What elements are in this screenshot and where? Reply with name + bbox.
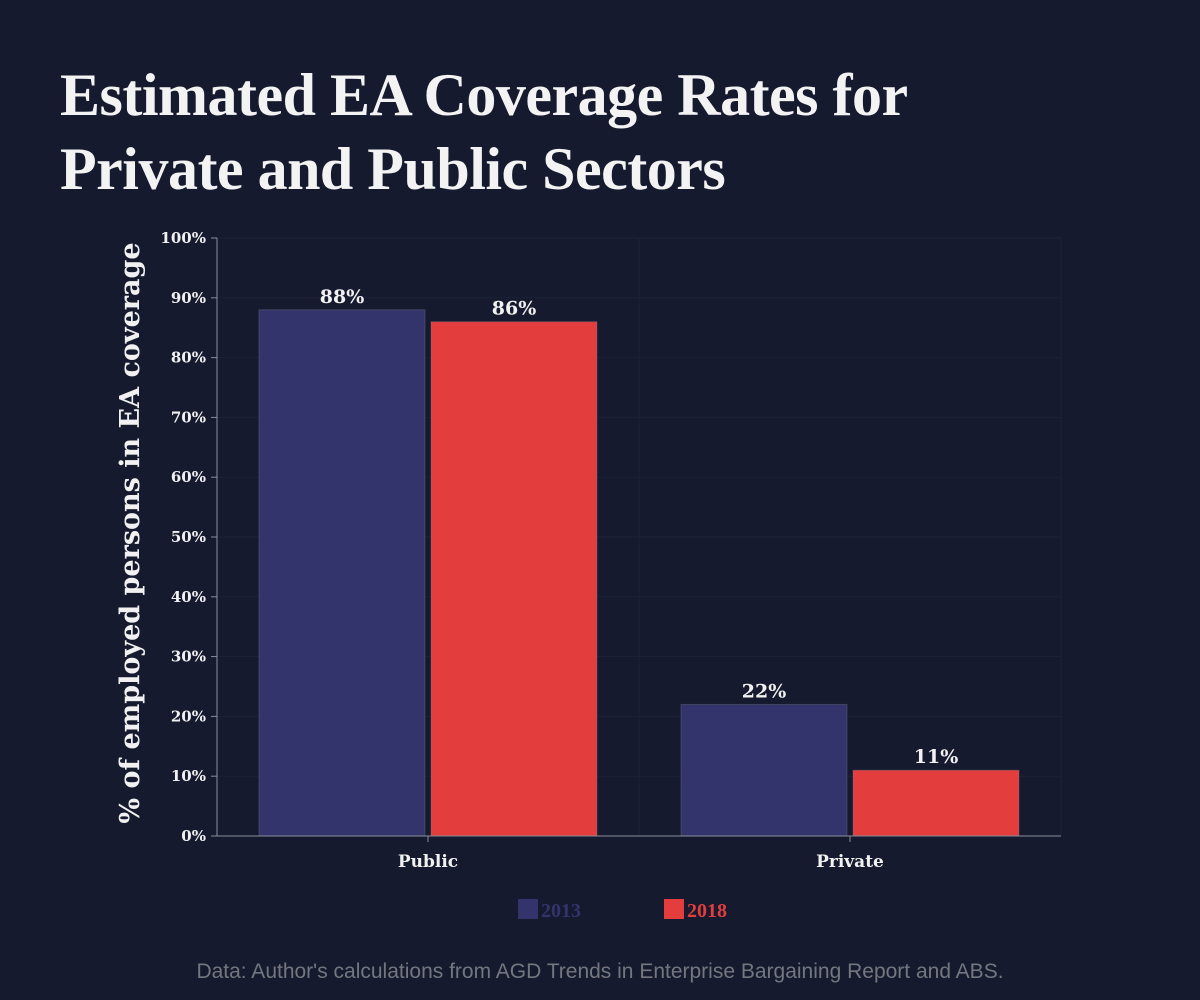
y-tick-label: 50% [171,528,206,546]
data-labels: 88% 86% 22% 11% [320,286,959,768]
legend-swatch-2013 [518,899,538,919]
y-axis-ticks: 0% 10% 20% 30% 40% 50% 60% 70% 80% 90% 100% [160,229,217,845]
legend-swatch-2018 [664,899,684,919]
y-tick-label: 10% [171,767,206,785]
y-tick-label: 20% [171,707,206,725]
y-tick-label: 100% [160,229,206,247]
bar-2013-public [258,309,426,837]
chart-title-line-2: Private and Public Sectors [60,136,726,202]
y-tick-label: 90% [171,289,206,307]
data-label-2013-private: 22% [742,680,787,702]
bar-2018-public [430,321,598,837]
legend-label-2018: 2018 [687,900,727,922]
source-note: Data: Author's calculations from AGD Tre… [196,960,1004,983]
x-axis-ticks: Public Private [398,836,884,872]
y-tick-label: 70% [171,408,206,426]
legend: 2013 2018 [518,899,727,922]
x-tick-label-public: Public [398,852,458,872]
bar-2013-private [680,703,848,837]
y-tick-label: 40% [171,588,206,606]
legend-label-2013: 2013 [541,900,581,922]
data-label-2018-public: 86% [492,298,537,320]
chart-title-line-1: Estimated EA Coverage Rates for [60,62,908,128]
bar-2018-private [852,769,1020,837]
y-tick-label: 80% [171,349,206,367]
bars [258,309,1020,837]
x-tick-label-private: Private [816,852,884,872]
y-tick-label: 60% [171,468,206,486]
chart-title: Estimated EA Coverage Rates for Private … [60,58,1060,206]
y-axis-title: % of employed persons in EA coverage [115,242,146,823]
y-tick-label: 0% [181,827,206,845]
data-label-2018-private: 11% [914,746,959,768]
y-tick-label: 30% [171,648,206,666]
data-label-2013-public: 88% [320,286,365,308]
